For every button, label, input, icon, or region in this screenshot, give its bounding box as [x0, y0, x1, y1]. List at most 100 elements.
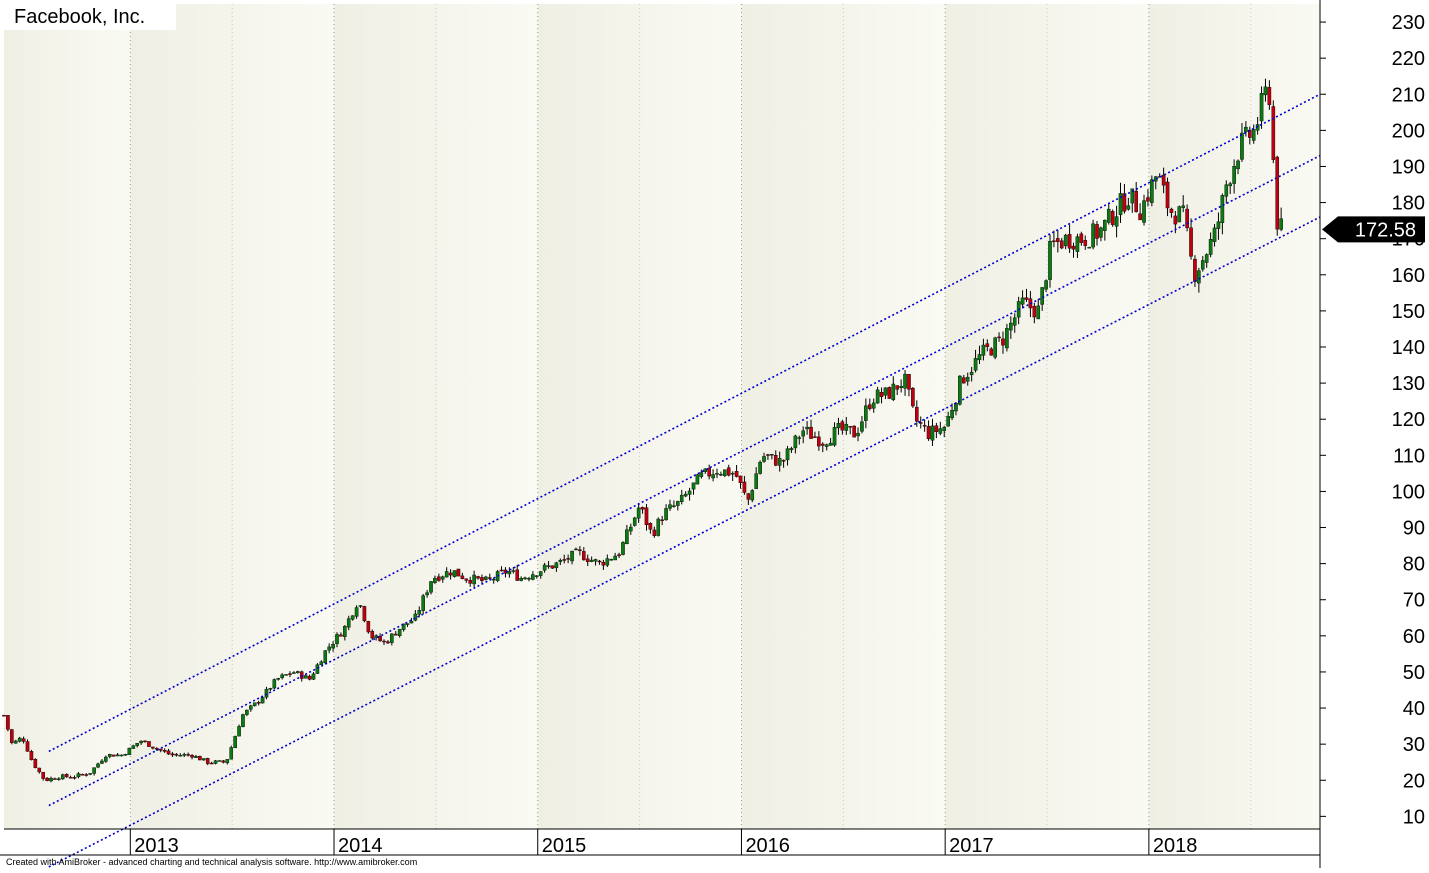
candle-up	[1212, 227, 1217, 242]
candle-up	[354, 607, 359, 617]
candle-up	[942, 426, 947, 432]
candle-down	[499, 569, 504, 572]
candle-up	[49, 778, 53, 782]
candle-up	[413, 613, 418, 621]
candle-up	[683, 493, 688, 497]
candle-up	[1012, 317, 1017, 326]
candle-down	[1275, 156, 1280, 230]
candle-up	[217, 760, 222, 762]
candle-down	[1134, 190, 1138, 213]
candle-down	[1193, 258, 1197, 282]
candle-down	[852, 425, 856, 438]
candle-down	[660, 519, 664, 522]
y-tick-label: 180	[1392, 193, 1425, 215]
candle-up	[194, 756, 198, 758]
candle-down	[111, 754, 116, 757]
candle-up	[699, 472, 704, 477]
year-band	[1148, 4, 1320, 829]
y-tick-label: 220	[1392, 48, 1425, 70]
candle-up	[1087, 246, 1091, 249]
candle-down	[1165, 181, 1170, 209]
candle-up	[284, 674, 288, 676]
candle-down	[393, 633, 398, 636]
candle-down	[707, 468, 711, 477]
candle-down	[1189, 227, 1193, 257]
candle-down	[205, 758, 210, 764]
candle-up	[213, 760, 218, 764]
candle-up	[1126, 205, 1131, 210]
candle-up	[832, 427, 837, 446]
candle-down	[550, 565, 555, 569]
candle-down	[1052, 240, 1056, 242]
candle-up	[1114, 216, 1119, 227]
candle-down	[1001, 338, 1005, 346]
candle-down	[45, 777, 49, 781]
candle-up	[938, 428, 943, 434]
candle-up	[491, 578, 496, 581]
x-tick-label: 2016	[745, 835, 790, 857]
candle-down	[68, 777, 73, 779]
candle-down	[566, 558, 570, 560]
candle-down	[582, 551, 586, 561]
candle-up	[703, 468, 708, 472]
candle-down	[147, 741, 151, 747]
candle-up	[315, 664, 320, 674]
candle-down	[515, 569, 520, 581]
candle-up	[891, 383, 896, 401]
candle-up	[472, 574, 476, 585]
x-tick-label: 2014	[338, 835, 383, 857]
candle-down	[640, 506, 645, 510]
candle-down	[1267, 87, 1272, 105]
candle-down	[648, 523, 653, 530]
candle-up	[1251, 129, 1256, 141]
candle-up	[762, 456, 766, 462]
candle-down	[773, 455, 778, 466]
candle-down	[166, 750, 171, 755]
candle-up	[538, 571, 543, 576]
candle-up	[946, 416, 950, 427]
candle-up	[115, 754, 120, 757]
candle-up	[139, 740, 143, 744]
candle-down	[962, 377, 966, 384]
candle-up	[1220, 195, 1225, 223]
candle-up	[758, 461, 762, 474]
candle-up	[542, 564, 547, 571]
candle-down	[382, 640, 386, 643]
candle-down	[820, 443, 825, 446]
candle-up	[229, 747, 234, 760]
candle-up	[875, 389, 880, 404]
candle-down	[64, 774, 69, 778]
candle-up	[527, 578, 531, 580]
candle-up	[1020, 297, 1025, 305]
candle-down	[2, 714, 6, 717]
candle-up	[346, 618, 351, 628]
candle-up	[13, 740, 18, 744]
candle-up	[135, 743, 139, 746]
candle-down	[926, 426, 931, 440]
y-tick-label: 130	[1392, 373, 1425, 395]
candle-up	[397, 628, 402, 636]
candle-down	[848, 426, 853, 428]
candle-down	[934, 425, 939, 432]
candle-down	[151, 746, 155, 749]
candle-up	[104, 756, 108, 762]
y-tick-label: 20	[1403, 770, 1425, 792]
candle-down	[1247, 129, 1252, 138]
candle-up	[519, 578, 523, 581]
candle-down	[362, 606, 367, 622]
candle-up	[844, 423, 849, 431]
candle-down	[487, 577, 492, 579]
candle-up	[17, 737, 22, 742]
candle-up	[245, 709, 249, 715]
candle-up	[1106, 208, 1111, 223]
candle-up	[711, 474, 715, 479]
candle-down	[366, 621, 371, 633]
candle-up	[676, 501, 680, 506]
candle-up	[390, 633, 394, 643]
candle-down	[370, 631, 375, 639]
candle-up	[119, 754, 124, 757]
candle-down	[887, 387, 892, 399]
candle-down	[726, 467, 731, 476]
candle-down	[1083, 240, 1088, 246]
